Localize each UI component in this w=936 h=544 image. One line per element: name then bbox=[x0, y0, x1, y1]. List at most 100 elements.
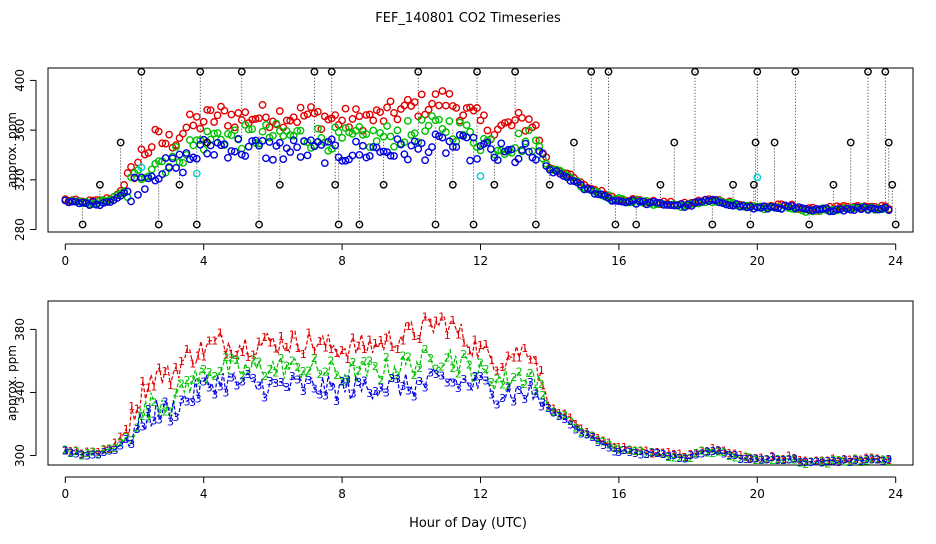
series-marker-s2: 2 bbox=[178, 378, 185, 391]
data-point-s1 bbox=[203, 106, 212, 114]
series-marker-s2: 2 bbox=[455, 368, 462, 381]
series-marker-s3: 3 bbox=[438, 369, 445, 382]
data-point-s3 bbox=[182, 149, 191, 157]
series-marker-s2: 2 bbox=[572, 422, 579, 435]
data-point-s3 bbox=[140, 185, 149, 194]
series-marker-s2: 2 bbox=[211, 370, 218, 383]
series-marker-s3: 3 bbox=[300, 385, 307, 398]
outlier-point bbox=[632, 220, 641, 229]
series-marker-s2: 2 bbox=[322, 366, 329, 379]
series-marker-s2: 2 bbox=[161, 405, 168, 418]
data-point-s3 bbox=[784, 202, 793, 211]
series-marker-s3: 3 bbox=[715, 445, 722, 458]
data-point-s3 bbox=[262, 154, 270, 163]
series-marker-s1: 1 bbox=[527, 354, 534, 367]
series-marker-s2: 2 bbox=[350, 356, 357, 369]
outlier-point bbox=[791, 67, 800, 76]
outlier-point bbox=[770, 138, 779, 147]
data-point-s2 bbox=[203, 127, 212, 136]
series-marker-s1: 1 bbox=[134, 402, 141, 415]
data-point-s3 bbox=[293, 143, 302, 152]
data-point-s1 bbox=[154, 127, 163, 136]
data-point-s1 bbox=[435, 101, 443, 110]
series-marker-s3: 3 bbox=[797, 456, 804, 469]
data-point-s2 bbox=[441, 128, 450, 136]
bottom-series-s3: 3333333333333333333333333333333333333333… bbox=[62, 366, 892, 469]
series-marker-s2: 2 bbox=[858, 456, 865, 469]
series-marker-s1: 1 bbox=[835, 455, 842, 468]
series-marker-s1: 1 bbox=[499, 361, 506, 374]
data-point-s1 bbox=[224, 121, 232, 130]
series-marker-s2: 2 bbox=[665, 451, 672, 464]
series-marker-s1: 1 bbox=[195, 349, 202, 362]
series-marker-s3: 3 bbox=[416, 375, 423, 388]
data-point-s1 bbox=[210, 118, 218, 126]
series-marker-s1: 1 bbox=[416, 333, 423, 346]
data-point-s1 bbox=[403, 95, 412, 104]
series-marker-s1: 1 bbox=[156, 361, 163, 374]
series-marker-s3: 3 bbox=[737, 453, 744, 466]
data-point-s3 bbox=[244, 142, 253, 151]
series-marker-s3: 3 bbox=[858, 455, 865, 468]
series-marker-s1: 1 bbox=[106, 443, 113, 456]
data-point-s1 bbox=[480, 111, 488, 120]
data-point-s2 bbox=[466, 127, 475, 136]
series-marker-s3: 3 bbox=[156, 414, 163, 427]
data-point-s2 bbox=[369, 126, 378, 135]
data-point-s2 bbox=[334, 128, 343, 137]
data-point-s3 bbox=[390, 152, 398, 160]
data-point-s3 bbox=[224, 153, 232, 162]
series-marker-s1: 1 bbox=[95, 446, 102, 459]
data-point-s2 bbox=[421, 127, 430, 136]
series-marker-s2: 2 bbox=[139, 410, 146, 423]
top-x-tick-label: 24 bbox=[888, 254, 903, 268]
series-marker-s1: 1 bbox=[150, 381, 157, 394]
data-point-s3 bbox=[708, 195, 717, 204]
data-point-s1 bbox=[352, 105, 360, 113]
bottom-y-axis-label: approx. ppm bbox=[5, 345, 19, 421]
series-marker-s2: 2 bbox=[305, 364, 312, 377]
data-point-s3 bbox=[172, 164, 180, 172]
series-marker-s1: 1 bbox=[483, 338, 490, 351]
series-marker-s1: 1 bbox=[649, 447, 656, 460]
data-point-s3 bbox=[559, 172, 568, 180]
outlier-point bbox=[864, 67, 872, 76]
data-point-s3 bbox=[379, 147, 388, 156]
series-marker-s3: 3 bbox=[233, 379, 240, 392]
top-y-tick-label: 280 bbox=[13, 218, 27, 241]
series-marker-s2: 2 bbox=[278, 352, 285, 365]
series-marker-s2: 2 bbox=[145, 412, 152, 425]
series-marker-s3: 3 bbox=[411, 390, 418, 403]
outlier-point bbox=[746, 220, 755, 229]
outlier-point bbox=[137, 67, 146, 76]
series-marker-s1: 1 bbox=[863, 451, 870, 464]
data-point-s3 bbox=[670, 201, 679, 210]
series-marker-s3: 3 bbox=[471, 370, 478, 383]
data-point-s1 bbox=[282, 116, 291, 125]
top-series-s3 bbox=[61, 130, 893, 216]
series-marker-s3: 3 bbox=[466, 381, 473, 394]
outlier-point bbox=[881, 67, 890, 76]
series-marker-s1: 1 bbox=[84, 446, 91, 459]
series-marker-s1: 1 bbox=[433, 315, 440, 328]
series-marker-s2: 2 bbox=[527, 367, 534, 380]
series-marker-s3: 3 bbox=[89, 449, 96, 462]
data-point-s1 bbox=[241, 108, 250, 117]
top-x-tick-label: 8 bbox=[338, 254, 346, 268]
series-marker-s2: 2 bbox=[499, 378, 506, 391]
series-marker-s2: 2 bbox=[791, 454, 798, 467]
outlier-point bbox=[414, 67, 423, 76]
series-marker-s1: 1 bbox=[721, 445, 728, 458]
series-marker-s3: 3 bbox=[682, 453, 689, 466]
outlier-point bbox=[355, 220, 364, 229]
series-marker-s2: 2 bbox=[283, 359, 290, 372]
flag-point bbox=[753, 173, 762, 182]
data-point-s3 bbox=[424, 148, 433, 157]
series-marker-s3: 3 bbox=[786, 454, 793, 467]
data-point-s3 bbox=[134, 190, 142, 199]
data-point-s1 bbox=[275, 107, 284, 115]
series-marker-s2: 2 bbox=[698, 445, 705, 458]
bottom-y-axis: 300 340 380 bbox=[13, 318, 37, 467]
series-marker-s3: 3 bbox=[206, 382, 213, 395]
series-marker-s3: 3 bbox=[361, 375, 368, 388]
